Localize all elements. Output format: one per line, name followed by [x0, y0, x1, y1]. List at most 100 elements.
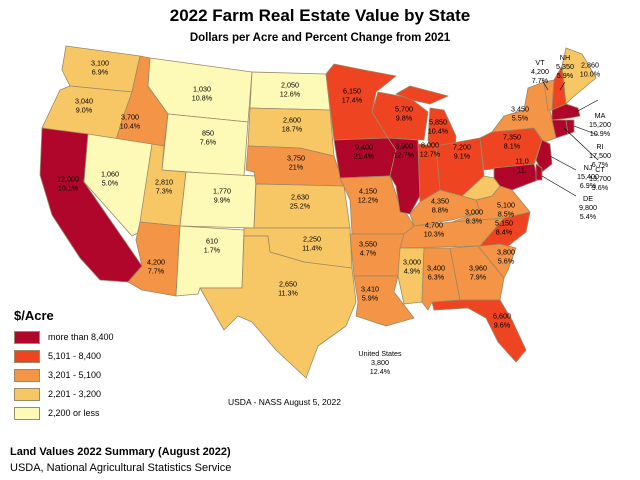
state-label-ky-change: 8.8%: [432, 206, 449, 215]
state-label-de-abbr: DE: [583, 194, 593, 203]
state-label-me-change: 10.0%: [580, 70, 601, 79]
state-label-wv-value: 3,000: [465, 207, 483, 216]
state-label-mi-value: 5,850: [429, 117, 447, 126]
state-label-ri-value: 17,500: [589, 151, 611, 160]
state-label-ne-change: 21%: [289, 163, 304, 172]
state-label-ia-value: 9,400: [355, 142, 373, 151]
state-label-ut-value: 2,810: [155, 177, 173, 186]
state-label-wi-change: 9.8%: [396, 114, 413, 123]
state-label-ct-change: 9.6%: [592, 183, 609, 192]
us-total-value: 3,800: [371, 358, 389, 367]
state-label-nj-value: 15,400: [577, 172, 599, 181]
source-note: USDA - NASS August 5, 2022: [228, 397, 341, 407]
legend-swatch: [14, 368, 40, 382]
state-label-fl-change: 9.6%: [494, 321, 511, 330]
state-label-ri-change: 6.7%: [592, 160, 609, 169]
state-label-mt-value: 1,030: [193, 84, 211, 93]
state-label-la-change: 5.9%: [362, 294, 379, 303]
state-label-nv-value: 1,060: [101, 169, 119, 178]
state-label-mn-change: 17.4%: [342, 96, 363, 105]
state-label-ks-value: 2,630: [291, 192, 309, 201]
state-label-in-value: 8,000: [421, 140, 439, 149]
state-label-tx-value: 2,650: [279, 279, 297, 288]
state-label-nh-value: 5,350: [556, 62, 574, 71]
state-label-nv-change: 5.0%: [102, 179, 119, 188]
state-label-al-change: 6.3%: [428, 273, 445, 282]
state-label-md-value: 11,0: [515, 156, 528, 165]
state-label-ms-change: 4.9%: [404, 267, 421, 276]
state-label-wa-value: 3,100: [91, 58, 109, 67]
state-label-mo-change: 12.2%: [358, 196, 379, 205]
state-label-mi-change: 10.4%: [428, 127, 449, 136]
state-label-nd-value: 2,050: [281, 80, 299, 89]
state-label-de-change: 5.4%: [580, 212, 597, 221]
state-label-nm-value: 610: [206, 236, 218, 245]
legend-title: $/Acre: [14, 308, 54, 323]
state-label-al-value: 3,400: [427, 263, 445, 272]
legend-swatch: [14, 387, 40, 401]
legend-swatch: [14, 406, 40, 420]
state-label-tn-change: 10.3%: [424, 230, 445, 239]
state-label-wa-change: 6.9%: [92, 68, 109, 77]
state-label-vt-abbr: VT: [535, 58, 545, 67]
state-shape-la: [353, 275, 415, 327]
state-shape-md: [493, 163, 539, 191]
state-label-md-change: 11.: [517, 166, 526, 175]
legend-item-upper-mid: 5,101 - 8,400: [14, 348, 114, 364]
state-label-sc-change: 5.6%: [498, 257, 515, 266]
state-shape-fl: [431, 299, 527, 363]
state-label-pa-value: 7,350: [503, 132, 521, 141]
legend-label: 2,201 - 3,200: [48, 389, 102, 399]
legend-item-mid: 3,201 - 5,100: [14, 367, 114, 383]
callout-leader-lines: [541, 79, 599, 197]
state-label-ky-value: 4,350: [431, 196, 449, 205]
state-label-nd-change: 12.6%: [280, 90, 301, 99]
state-label-ny-value: 3,450: [511, 104, 529, 113]
legend: $/Acre more than 8,400 5,101 - 8,400 3,2…: [14, 308, 114, 424]
state-label-oh-change: 9.1%: [454, 152, 471, 161]
state-label-wv-change: 8.3%: [466, 217, 483, 226]
state-label-or-value: 3,040: [75, 96, 93, 105]
state-label-co-value: 1,770: [213, 186, 231, 195]
state-label-vt-value: 4,200: [531, 67, 549, 76]
legend-label: more than 8,400: [48, 332, 114, 342]
state-label-ma-value: 15,200: [589, 120, 611, 129]
state-label-ri-abbr: RI: [596, 142, 603, 151]
state-label-me-value: 2,860: [581, 60, 599, 69]
state-label-in-change: 12.7%: [420, 150, 441, 159]
map-title: 2022 Farm Real Estate Value by State: [169, 6, 471, 25]
state-label-vt-change: 7.7%: [532, 76, 549, 85]
state-label-nj-abbr: NJ: [584, 163, 593, 172]
state-label-ms-value: 3,000: [403, 257, 421, 266]
legend-label: 3,201 - 5,100: [48, 370, 102, 380]
legend-item-high: more than 8,400: [14, 329, 114, 345]
us-total-name: United States: [358, 349, 402, 358]
state-label-co-change: 9.9%: [214, 196, 231, 205]
state-label-ne-value: 3,750: [287, 153, 305, 162]
state-label-va-value: 5,100: [497, 200, 515, 209]
legend-item-lower-mid: 2,201 - 3,200: [14, 386, 114, 402]
state-label-mn-value: 6,150: [343, 86, 361, 95]
state-label-tn-value: 4,700: [425, 220, 443, 229]
state-shape-nv: [83, 133, 153, 237]
state-label-ma-abbr: MA: [595, 111, 606, 120]
state-label-az-change: 7.7%: [148, 267, 165, 276]
legend-swatch: [14, 349, 40, 363]
state-label-pa-change: 8.1%: [504, 142, 521, 151]
state-label-az-value: 4,200: [147, 257, 165, 266]
state-label-wy-change: 7.6%: [200, 138, 217, 147]
state-shape-nj: [535, 139, 553, 173]
state-label-nc-value: 5,150: [495, 218, 513, 227]
state-label-nm-change: 1.7%: [204, 246, 221, 255]
us-total-change: 12.4%: [369, 367, 391, 376]
state-label-mo-value: 4,150: [359, 186, 377, 195]
state-label-ia-change: 21.4%: [354, 152, 375, 161]
state-label-nc-change: 8.4%: [496, 228, 513, 237]
state-shape-ri: [565, 119, 575, 135]
state-label-ct-abbr: CT: [595, 165, 605, 174]
state-label-ut-change: 7.3%: [156, 187, 173, 196]
state-shape-ga: [449, 245, 505, 301]
state-label-oh-value: 7,200: [453, 142, 471, 151]
state-label-la-value: 3,410: [361, 284, 379, 293]
